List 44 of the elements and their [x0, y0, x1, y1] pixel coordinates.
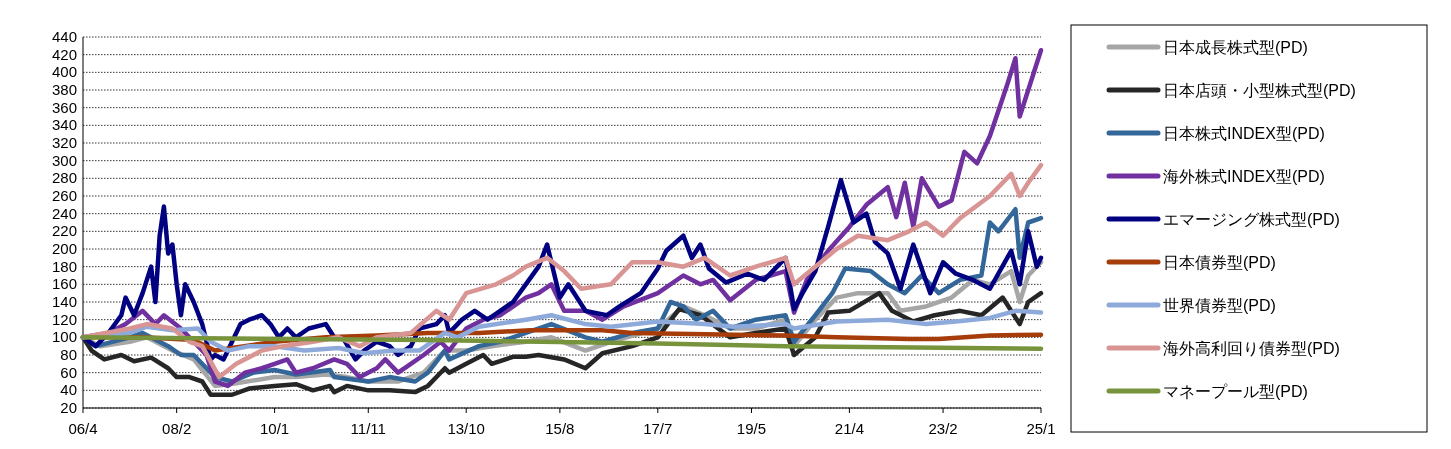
- legend-label: 日本株式INDEX型(PD): [1163, 125, 1325, 142]
- legend-label: マネープール型(PD): [1163, 383, 1308, 400]
- legend-label: 海外株式INDEX型(PD): [1163, 168, 1325, 185]
- legend-label: エマージング株式型(PD): [1163, 211, 1340, 228]
- y-tick-label: 40: [60, 381, 77, 399]
- legend-label: 海外高利回り債券型(PD): [1163, 340, 1340, 357]
- x-tick-label: 13/10: [447, 420, 485, 437]
- y-tick-label: 180: [51, 257, 77, 275]
- x-tick-label: 15/8: [545, 420, 575, 437]
- y-tick-label: 300: [51, 151, 77, 169]
- legend-label: 日本店頭・小型株式型(PD): [1163, 82, 1356, 99]
- y-tick-label: 60: [60, 363, 77, 381]
- line-series: [80, 162, 1044, 380]
- x-tick-label: 19/5: [736, 420, 767, 437]
- line-series: [80, 335, 1044, 352]
- y-tick-label: 20: [60, 399, 77, 416]
- y-tick-label: 280: [51, 169, 77, 187]
- y-tick-label: 240: [51, 204, 77, 222]
- x-tick-label: 06/4: [68, 420, 98, 437]
- y-tick-label: 340: [51, 116, 77, 134]
- y-tick-label: 140: [51, 293, 77, 310]
- x-tick-label: 08/2: [162, 420, 192, 437]
- y-tick-label: 360: [51, 98, 77, 116]
- y-tick-label: 80: [60, 346, 77, 363]
- x-tick-label: 11/11: [350, 420, 386, 437]
- y-tick-label: 400: [51, 63, 77, 81]
- y-tick-label: 380: [51, 81, 77, 98]
- y-tick-label: 100: [51, 328, 77, 346]
- y-tick-label: 260: [51, 187, 77, 204]
- legend-label: 日本成長株式型(PD): [1163, 39, 1308, 56]
- x-tick-label: 23/2: [928, 420, 958, 437]
- y-tick-label: 120: [51, 310, 77, 328]
- x-tick-label: 25/1: [1026, 420, 1056, 437]
- legend-label: 日本債券型(PD): [1163, 254, 1276, 271]
- legend-label: 世界債券型(PD): [1163, 297, 1276, 314]
- y-tick-label: 200: [51, 240, 77, 257]
- y-tick-label: 420: [51, 45, 77, 63]
- x-tick-label: 17/7: [643, 420, 673, 437]
- x-tick-label: 21/4: [834, 420, 864, 437]
- x-tick-label: 10/1: [260, 420, 290, 437]
- y-tick-label: 320: [51, 134, 77, 151]
- y-tick-label: 440: [51, 28, 77, 45]
- y-tick-label: 220: [51, 222, 77, 240]
- y-tick-label: 160: [51, 275, 77, 293]
